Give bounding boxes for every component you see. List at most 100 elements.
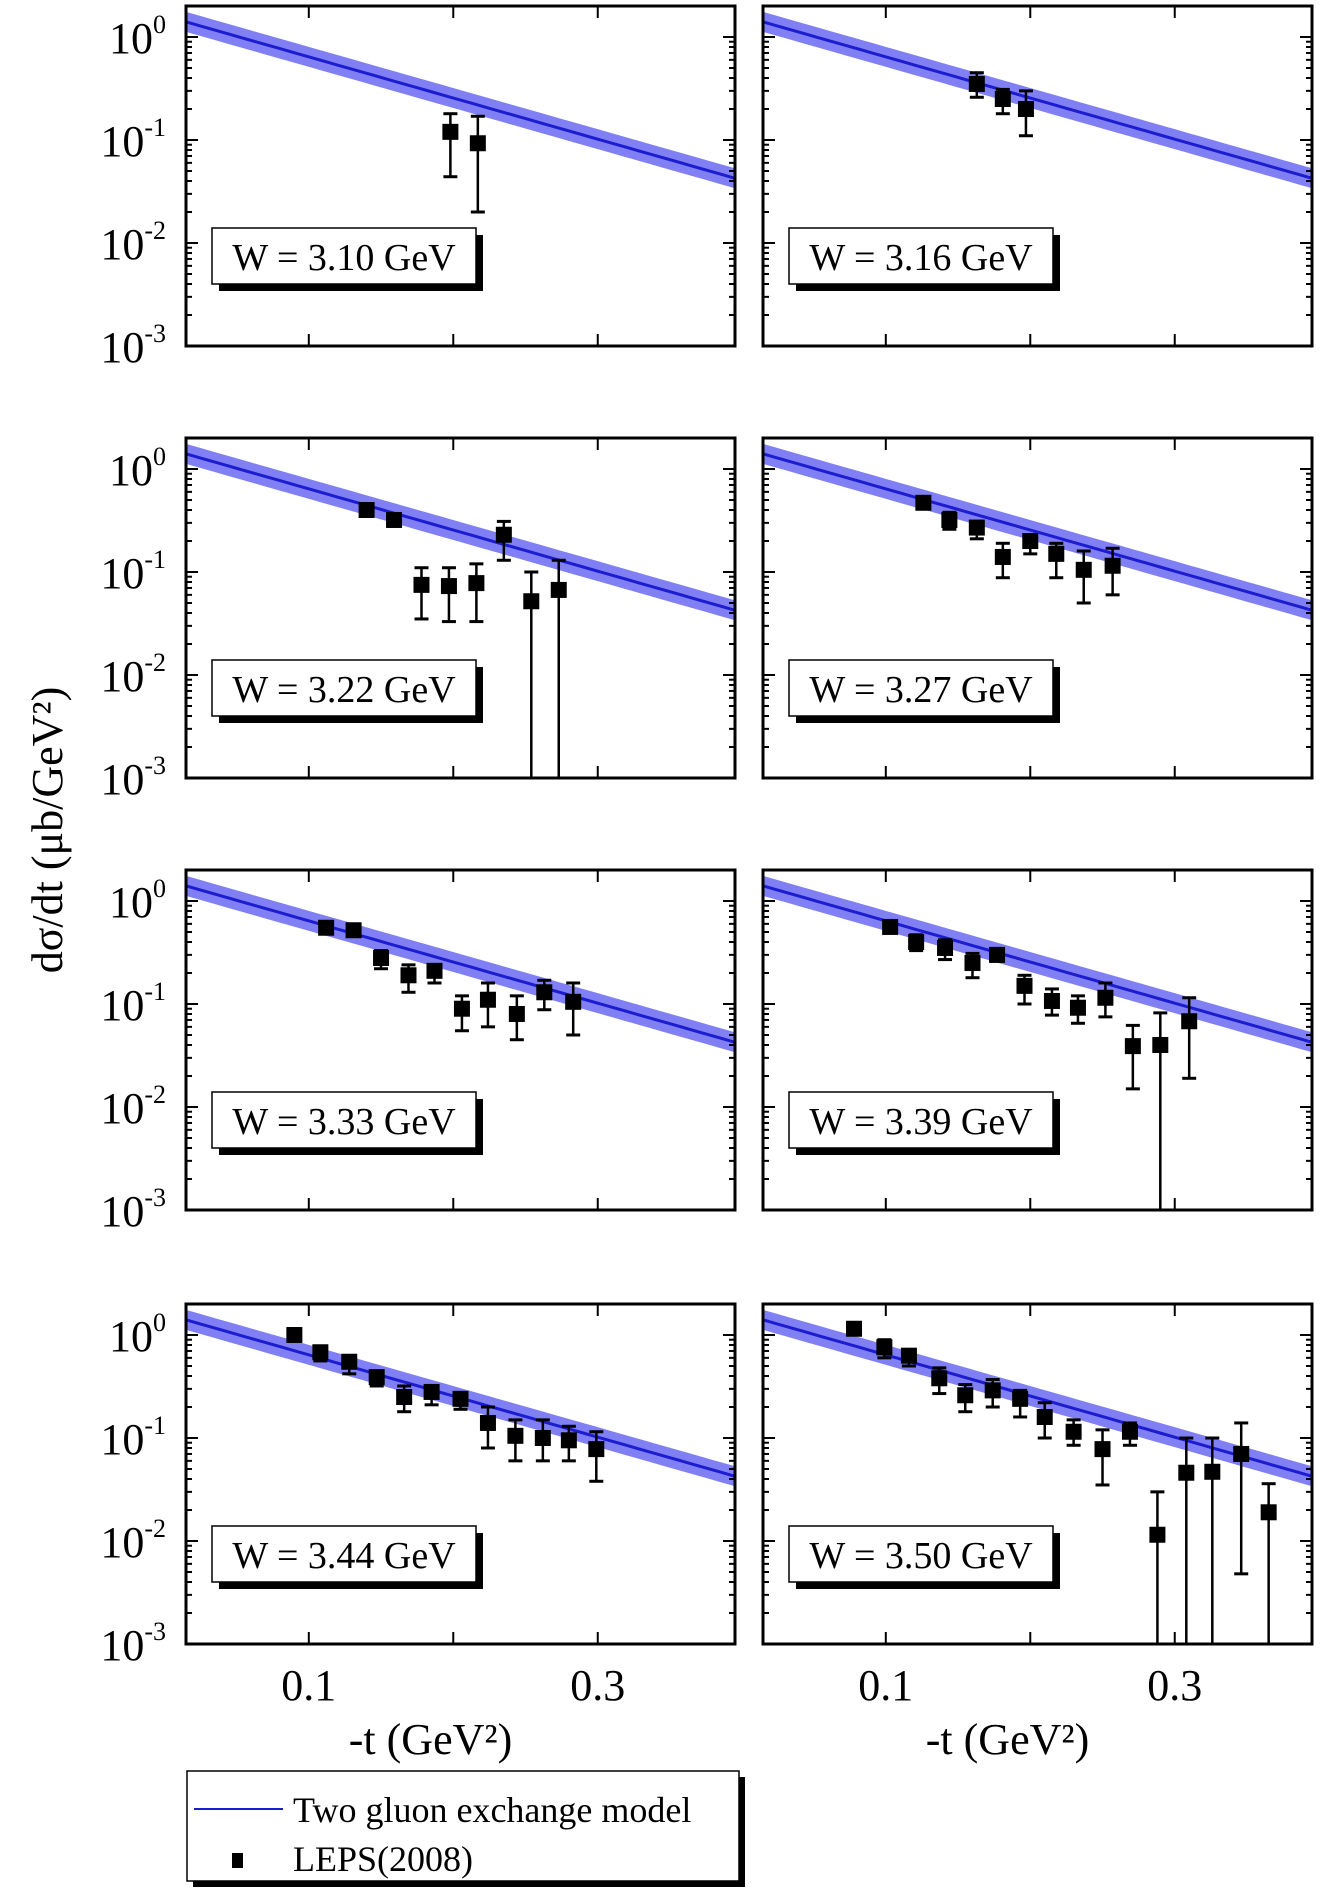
- data-point: [345, 922, 362, 939]
- data-marker: [479, 1414, 496, 1431]
- data-point: [358, 501, 375, 518]
- y-tick-base: 10: [100, 981, 144, 1030]
- data-point: [560, 1424, 577, 1463]
- y-tick-base: 10: [109, 878, 153, 927]
- y-tick-exponent: -2: [144, 1080, 166, 1109]
- data-point: [968, 71, 985, 99]
- panel-2: W = 3.16 GeV: [761, 4, 1314, 348]
- y-tick-exponent: -2: [144, 648, 166, 677]
- data-marker: [846, 1320, 863, 1337]
- data-marker: [1097, 989, 1114, 1006]
- data-point: [373, 949, 390, 971]
- y-tick-base: 10: [109, 446, 153, 495]
- energy-label: W = 3.44 GeV: [232, 1535, 456, 1577]
- data-marker: [964, 955, 981, 972]
- data-marker: [423, 1383, 440, 1400]
- data-point: [523, 570, 540, 778]
- model-line: [186, 452, 735, 612]
- data-point: [1178, 1436, 1195, 1644]
- data-point: [508, 994, 525, 1042]
- data-marker: [440, 578, 457, 595]
- data-marker: [453, 1000, 470, 1017]
- data-marker: [588, 1441, 605, 1458]
- data-point: [915, 494, 932, 511]
- data-marker: [876, 1339, 893, 1356]
- plot-area: [186, 1309, 735, 1487]
- plot-area: [186, 443, 735, 778]
- data-marker: [882, 918, 899, 935]
- data-marker: [469, 135, 486, 152]
- panel-frame: [761, 868, 1314, 1212]
- data-marker: [442, 123, 459, 140]
- data-point: [400, 963, 417, 994]
- data-point: [994, 87, 1011, 116]
- data-marker: [468, 575, 485, 592]
- data-point: [588, 1430, 605, 1483]
- data-point: [469, 114, 486, 214]
- data-marker: [345, 922, 362, 939]
- y-tick-exponent: -2: [144, 216, 166, 245]
- y-tick-exponent: -3: [144, 319, 166, 348]
- data-point: [1104, 546, 1121, 597]
- energy-label: W = 3.39 GeV: [809, 1101, 1033, 1143]
- data-marker: [968, 75, 985, 92]
- y-tick-label: 10-1: [100, 1411, 166, 1464]
- data-marker: [550, 581, 567, 598]
- data-point: [312, 1344, 329, 1363]
- data-point: [1233, 1421, 1250, 1576]
- y-tick-base: 10: [100, 1415, 144, 1464]
- data-marker: [1036, 1408, 1053, 1425]
- data-marker: [312, 1344, 329, 1361]
- y-tick-exponent: -1: [144, 1411, 166, 1440]
- data-point: [286, 1327, 303, 1344]
- data-marker: [1152, 1036, 1169, 1053]
- data-point: [341, 1353, 358, 1376]
- data-marker: [937, 939, 954, 956]
- label-box: [211, 227, 477, 285]
- plot-area: [186, 11, 735, 214]
- data-point: [984, 1377, 1001, 1409]
- data-point: [1016, 973, 1033, 1006]
- data-marker: [908, 933, 925, 950]
- panel-frame: [184, 868, 737, 1212]
- y-axis-title: dσ/dt (μb/GeV²): [23, 687, 72, 974]
- data-point: [1036, 1401, 1053, 1440]
- data-marker: [1121, 1423, 1138, 1440]
- energy-label: W = 3.10 GeV: [232, 237, 456, 279]
- data-marker: [426, 962, 443, 979]
- y-tick-label: 10-3: [100, 1183, 166, 1236]
- data-point: [534, 1418, 551, 1463]
- data-marker: [1022, 532, 1039, 549]
- data-point: [1097, 981, 1114, 1019]
- y-tick-exponent: -1: [144, 545, 166, 574]
- data-marker: [1178, 1464, 1195, 1481]
- label-box: [788, 227, 1054, 285]
- y-tick-exponent: -3: [144, 1183, 166, 1212]
- data-marker: [1233, 1445, 1250, 1462]
- y-tick-base: 10: [100, 323, 144, 372]
- data-point: [426, 962, 443, 985]
- data-marker: [1149, 1526, 1166, 1543]
- energy-label: W = 3.33 GeV: [232, 1101, 456, 1143]
- panel-4: W = 3.27 GeV: [761, 436, 1314, 780]
- data-marker: [536, 984, 553, 1001]
- x-tick-label: 0.1: [281, 1661, 336, 1710]
- data-marker: [341, 1353, 358, 1370]
- legend-label-model: Two gluon exchange model: [293, 1790, 691, 1830]
- data-marker: [1094, 1441, 1111, 1458]
- data-marker: [286, 1327, 303, 1344]
- data-point: [495, 519, 512, 562]
- data-marker: [1260, 1504, 1277, 1521]
- legend-label-data: LEPS(2008): [293, 1839, 473, 1879]
- data-point: [386, 511, 403, 528]
- data-marker: [507, 1427, 524, 1444]
- data-marker: [994, 548, 1011, 565]
- y-tick-exponent: -3: [144, 1617, 166, 1646]
- data-marker: [495, 526, 512, 543]
- data-point: [479, 981, 496, 1029]
- model-line: [186, 20, 735, 180]
- data-marker: [386, 511, 403, 528]
- data-point: [479, 1405, 496, 1450]
- legend-box: [186, 1770, 740, 1882]
